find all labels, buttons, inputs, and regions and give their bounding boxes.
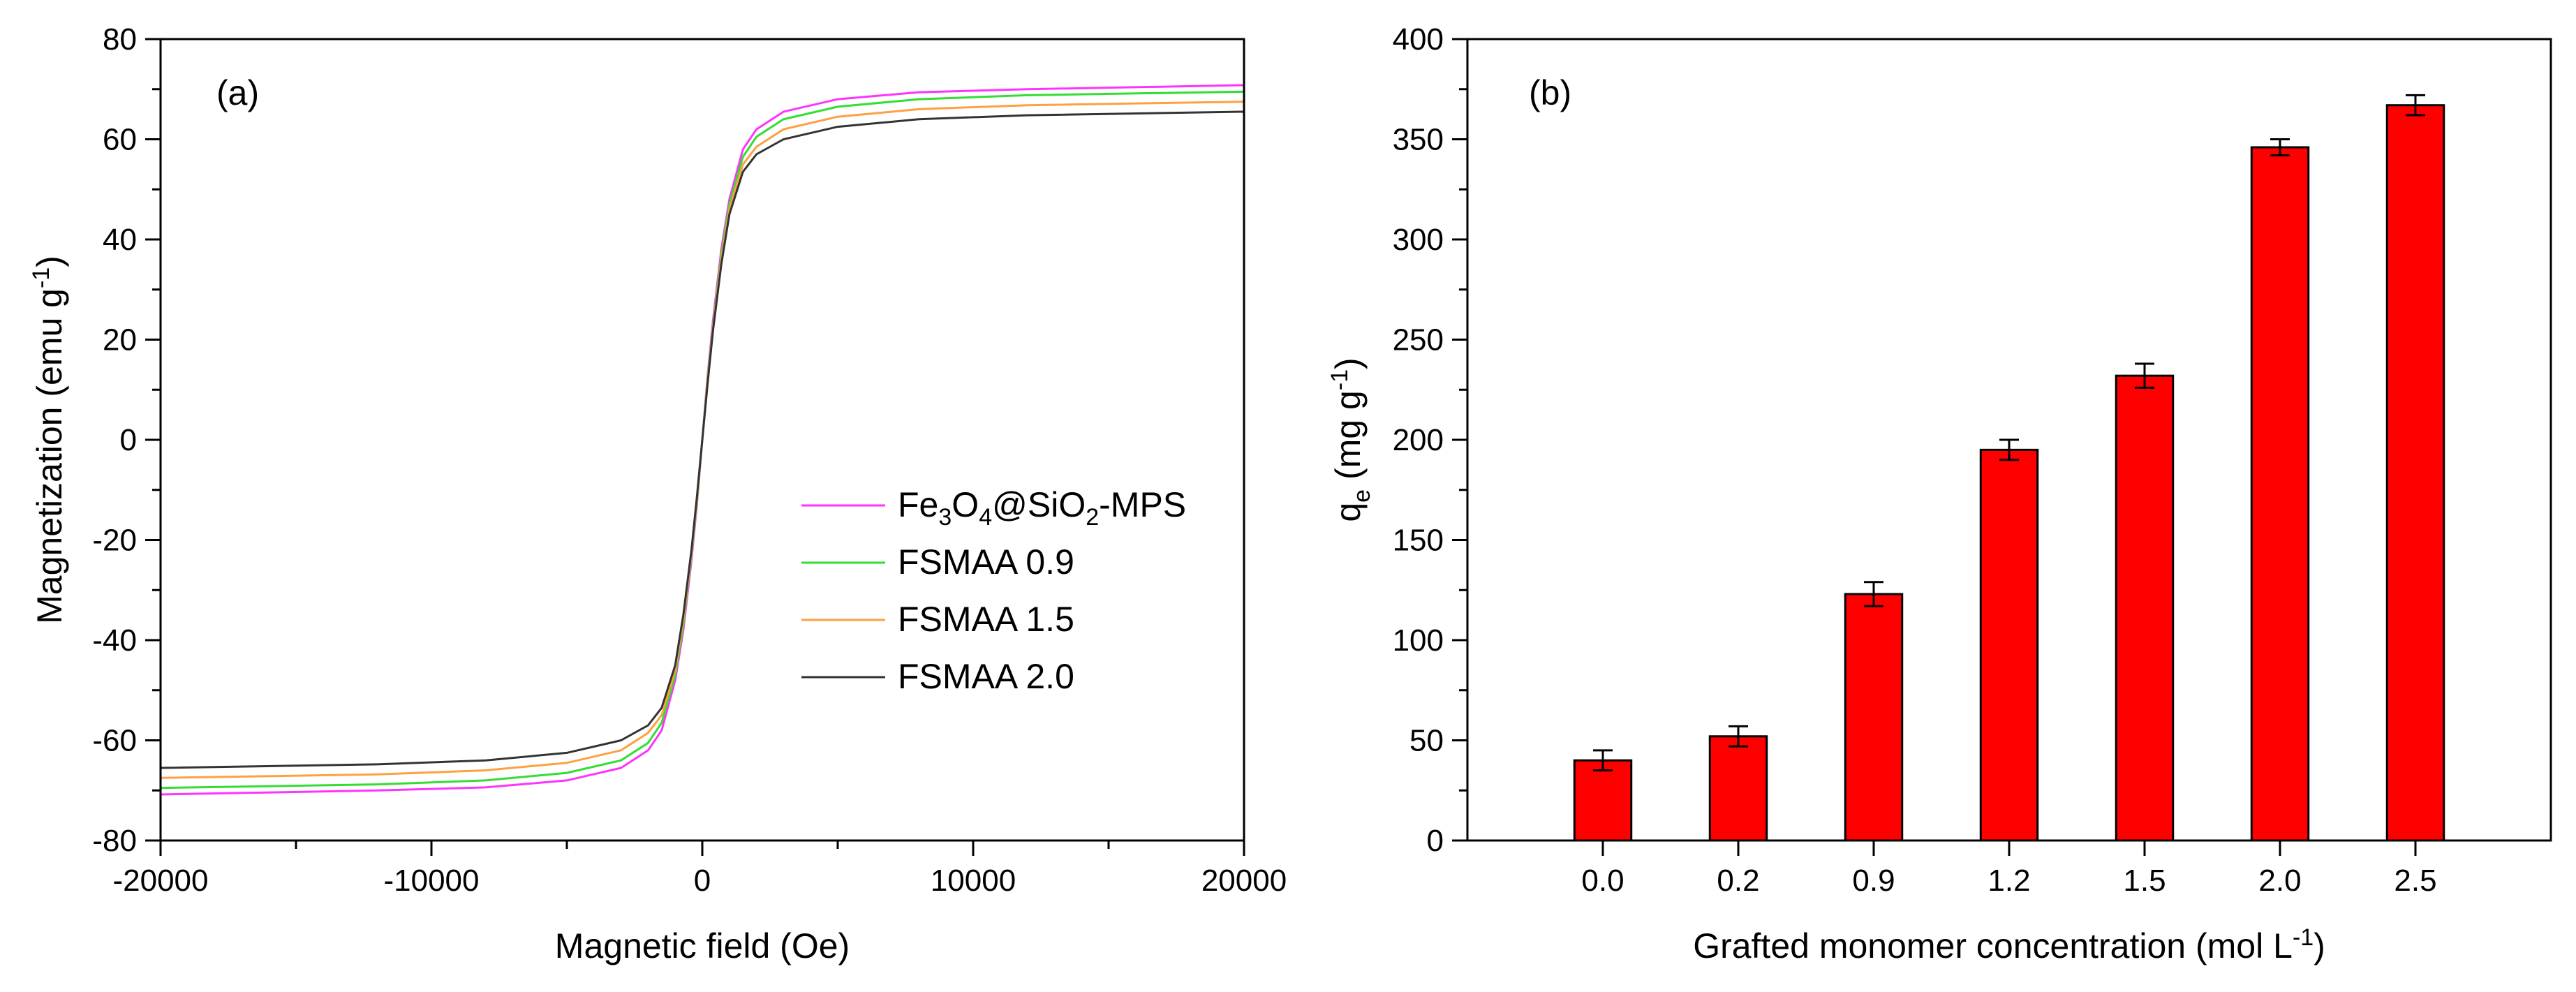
- y-tick-label: 400: [1393, 22, 1444, 57]
- y-tick-label: 60: [103, 123, 137, 157]
- y-tick-label: 200: [1393, 423, 1444, 457]
- y-tick-label: 300: [1393, 223, 1444, 257]
- y-tick-label: 250: [1393, 323, 1444, 357]
- axis-ticks-b: [1452, 38, 2417, 856]
- adsorption-bar-chart: 0.0 0.2 0.9 1.2 1.5 2.0 2.5 0 50 100 150 200 250 300…: [1326, 22, 2552, 965]
- y-tick-label: 80: [103, 22, 137, 57]
- error-bar-0.2: [1729, 725, 1748, 748]
- bar-2.5: [2385, 104, 2445, 842]
- y-tick-label: 50: [1409, 724, 1444, 758]
- x-axis-title-b-close: ): [2314, 926, 2325, 965]
- x-tick-label: 1.2: [1987, 864, 2030, 898]
- y-tick-label: -20: [92, 524, 137, 558]
- y-tick-label: -60: [92, 724, 137, 758]
- legend-label-3: FSMAA 2.0: [898, 657, 1074, 696]
- error-bar-1.2: [1999, 438, 2019, 461]
- y-axis-title-b-q: q: [1328, 503, 1368, 522]
- bar-2.0: [2250, 146, 2310, 842]
- bar-0.2: [1708, 735, 1768, 842]
- y-axis-title-a-main: Magnetization (emu g: [30, 288, 69, 624]
- bar-0.9: [1844, 593, 1904, 842]
- y-tick-labels-b: 0 50 100 150 200 250 300 350 400: [1393, 22, 1444, 858]
- panel-label-b: (b): [1529, 73, 1571, 112]
- x-axis-title-b: Grafted monomer concentration (mol L-1): [1693, 924, 2325, 965]
- y-axis-title-b: qe (mg g-1): [1326, 357, 1375, 521]
- y-axis-title-b-sub: e: [1349, 489, 1375, 503]
- error-bar-1.5: [2135, 362, 2154, 389]
- error-bar-0.9: [1864, 581, 1883, 607]
- magnetization-chart: -20000 -10000 0 10000 20000 -80 -60 -40 -20 0 20 4…: [28, 22, 1287, 965]
- x-tick-label: 0: [694, 864, 711, 898]
- error-bar-0.0: [1593, 749, 1613, 772]
- axis-ticks-a: [145, 38, 1245, 856]
- y-tick-label: -80: [92, 824, 137, 858]
- error-bar-2.5: [2406, 94, 2425, 117]
- y-tick-label: 100: [1393, 623, 1444, 658]
- x-axis-title-b-sup: -1: [2293, 924, 2314, 951]
- y-tick-label: -40: [92, 623, 137, 658]
- y-axis-title-b-close: ): [1328, 357, 1368, 369]
- x-tick-labels-b: 0.0 0.2 0.9 1.2 1.5 2.0 2.5: [1581, 864, 2436, 898]
- bar-1.2: [1979, 448, 2039, 842]
- x-tick-label: 2.5: [2394, 864, 2436, 898]
- x-axis-title-a: Magnetic field (Oe): [555, 926, 850, 965]
- y-axis-title-a-close: ): [30, 256, 69, 267]
- bar-0.0: [1573, 759, 1633, 842]
- x-tick-label: -20000: [112, 864, 208, 898]
- bar-1.5: [2115, 374, 2175, 842]
- y-axis-title-b-sup: -1: [1326, 369, 1353, 390]
- legend-label-1: FSMAA 0.9: [898, 542, 1074, 582]
- legend-a: Fe3O4@SiO2-MPS FSMAA 0.9 FSMAA 1.5 FSMAA 2.…: [801, 485, 1186, 696]
- x-tick-label: 0.0: [1581, 864, 1624, 898]
- y-axis-title-b-main: (mg g: [1328, 390, 1368, 489]
- hysteresis-curves: [160, 84, 1245, 796]
- error-bars: [1593, 94, 2425, 772]
- panel-label-a: (a): [216, 73, 259, 112]
- series-line-3: [160, 110, 1245, 769]
- y-axis-title-a: Magnetization (emu g-1): [28, 256, 69, 624]
- x-tick-label: 0.9: [1852, 864, 1895, 898]
- y-tick-label: 0: [1427, 824, 1444, 858]
- x-tick-labels-a: -20000 -10000 0 10000 20000: [112, 864, 1287, 898]
- x-tick-label: 20000: [1201, 864, 1287, 898]
- y-tick-label: 150: [1393, 524, 1444, 558]
- x-tick-label: -10000: [383, 864, 479, 898]
- y-axis-title-a-sup: -1: [28, 267, 54, 288]
- x-tick-label: 1.5: [2123, 864, 2166, 898]
- bars: [1573, 104, 2445, 842]
- y-tick-labels-a: -80 -60 -40 -20 0 20 40 60 80: [92, 22, 137, 858]
- legend-label-0: Fe3O4@SiO2-MPS: [898, 485, 1186, 531]
- y-tick-label: 0: [120, 423, 137, 457]
- x-tick-label: 2.0: [2258, 864, 2301, 898]
- y-tick-label: 350: [1393, 123, 1444, 157]
- y-tick-label: 40: [103, 223, 137, 257]
- y-tick-label: 20: [103, 323, 137, 357]
- error-bar-2.0: [2270, 138, 2290, 156]
- x-axis-title-b-main: Grafted monomer concentration (mol L: [1693, 926, 2293, 965]
- legend-label-2: FSMAA 1.5: [898, 600, 1074, 639]
- x-tick-label: 0.2: [1717, 864, 1759, 898]
- x-tick-label: 10000: [931, 864, 1016, 898]
